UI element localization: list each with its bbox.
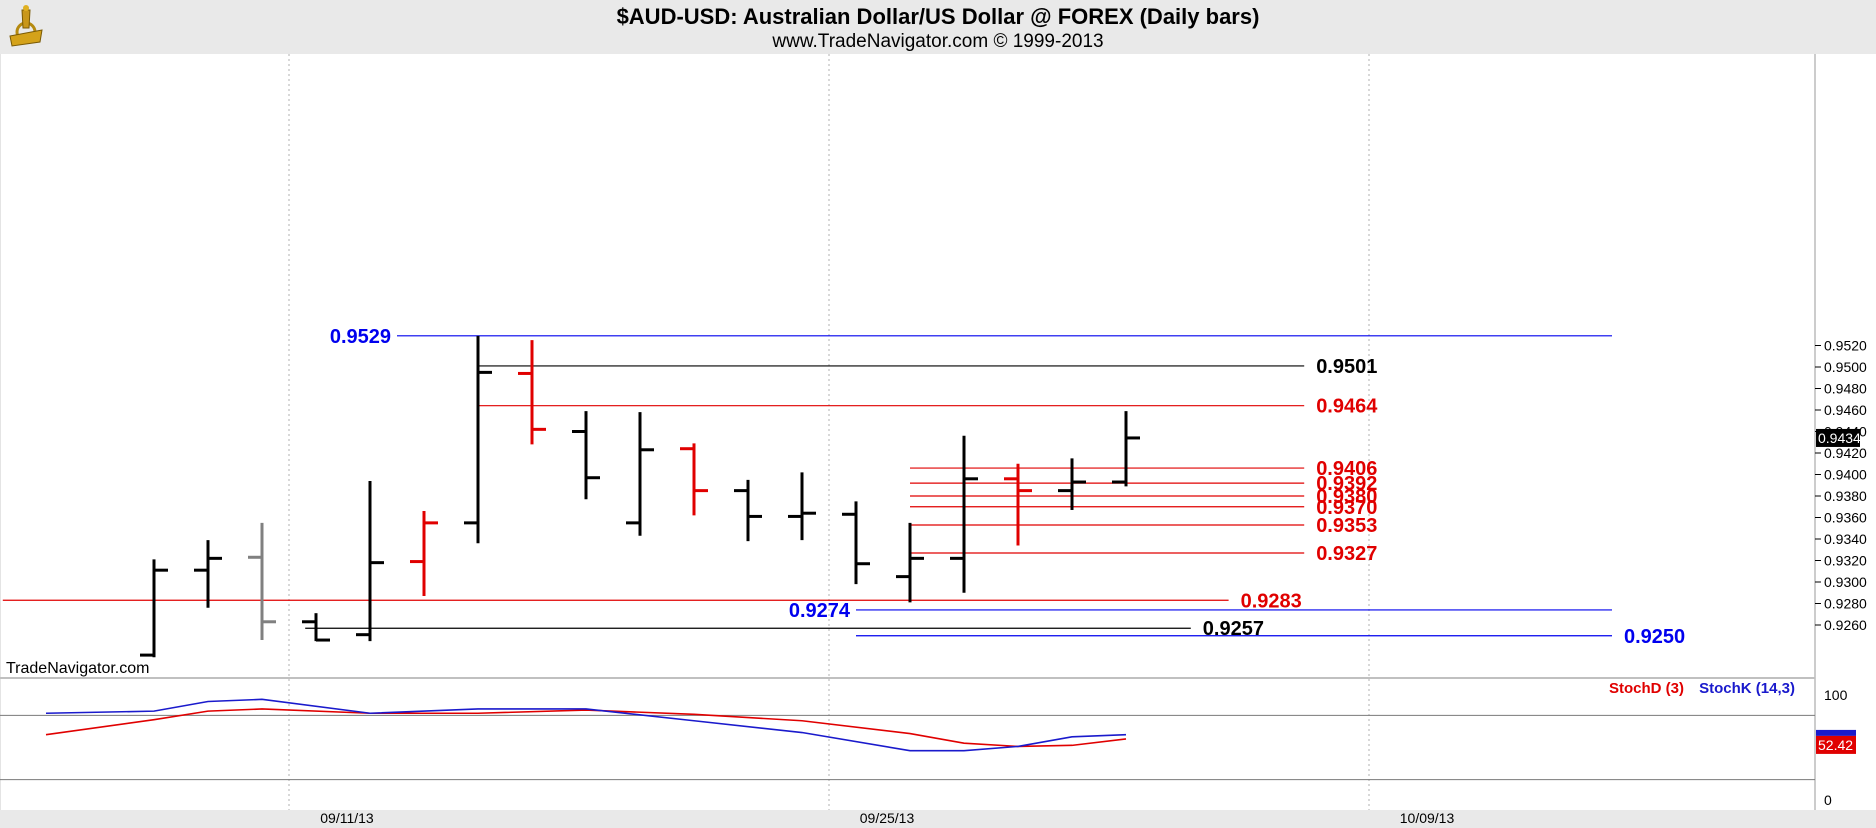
price-tick-label: 0.9340 [1824,531,1867,547]
ohlc-bar [1058,458,1086,510]
chart-header [0,0,1876,54]
stochastic-plot-area [0,678,1815,810]
level-label: 0.9380 [1316,486,1377,508]
ohlc-bar [572,411,600,500]
trade-navigator-logo-icon [2,2,52,52]
date-axis-strip [0,810,1876,828]
ohlc-bar [410,511,438,596]
ohlc-bar [1112,411,1140,487]
price-tick-label: 0.9320 [1824,553,1867,569]
last-price-value: 0.9434 [1818,430,1861,446]
chart-title: $AUD-USD: Australian Dollar/US Dollar @ … [616,4,1260,29]
level-label: 0.9327 [1316,543,1377,565]
ohlc-bar [896,522,924,603]
level-label: 0.9274 [789,600,851,622]
level-label: 0.9501 [1316,356,1377,378]
legend-stoch-k: StochK (14,3) [1699,680,1795,697]
stoch-tick-label: 0 [1824,792,1832,808]
date-tick-label: 09/11/13 [320,810,374,826]
price-tick-label: 0.9280 [1824,596,1867,612]
price-tick-label: 0.9480 [1824,381,1867,397]
date-tick-label: 10/09/13 [1400,810,1455,826]
ohlc-bar [626,412,654,536]
level-label: 0.9250 [1624,626,1685,648]
level-label: 0.9370 [1316,497,1377,519]
ohlc-bar [194,540,222,608]
chart-subtitle: www.TradeNavigator.com © 1999-2013 [772,31,1104,52]
stoch-value-marker [1816,735,1856,754]
stoch-d-line [45,708,1127,748]
price-tick-label: 0.9460 [1824,402,1867,418]
price-tick-label: 0.9260 [1824,617,1867,633]
ohlc-bar [518,340,546,445]
ohlc-bar [842,501,870,585]
price-tick-label: 0.9360 [1824,510,1867,526]
stoch-k-line [45,698,1127,752]
stoch-k-marker [1816,729,1856,736]
price-tick-label: 0.9520 [1824,338,1867,354]
ohlc-bar [248,522,276,641]
level-label: 0.9353 [1316,515,1377,537]
ohlc-bar [302,613,330,642]
price-tick-label: 0.9380 [1824,488,1867,504]
ohlc-bar [140,559,168,658]
price-tick-label: 0.9500 [1824,359,1867,375]
level-label: 0.9392 [1316,473,1377,495]
ohlc-bar [788,472,816,541]
level-label: 0.9257 [1203,618,1264,640]
level-label: 0.9406 [1316,458,1377,480]
stoch-last-value: 52.42 [1818,737,1853,753]
ohlc-bar [950,435,978,593]
last-price-marker [1816,428,1860,447]
ohlc-bar [1004,463,1032,546]
level-label: 0.9283 [1241,590,1302,612]
ohlc-bar [734,479,762,542]
date-tick-label: 09/25/13 [860,810,915,826]
watermark-text: TradeNavigator.com [6,660,150,677]
ohlc-bar [464,335,492,544]
price-tick-label: 0.9300 [1824,574,1867,590]
level-label: 0.9464 [1316,396,1378,418]
legend-stoch-d: StochD (3) [1609,680,1684,697]
price-tick-label: 0.9420 [1824,445,1867,461]
ohlc-bar [356,480,384,642]
ohlc-bar [680,443,708,516]
stoch-tick-label: 100 [1824,687,1848,703]
level-label: 0.9529 [330,326,391,348]
price-tick-label: 0.9400 [1824,467,1867,483]
